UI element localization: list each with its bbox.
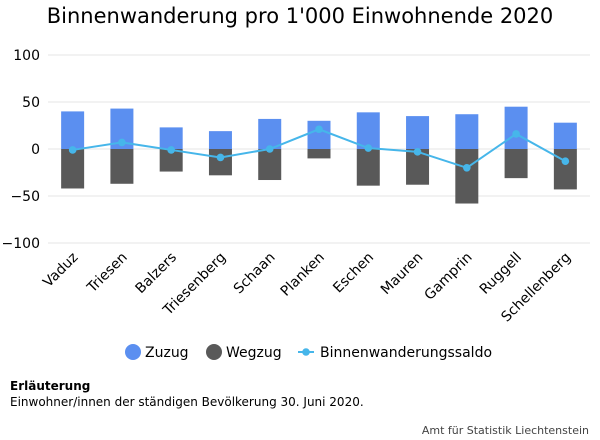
bar-wegzug-schellenberg[interactable] (553, 149, 577, 190)
x-tick-label: Balzers (133, 250, 180, 297)
legend-swatch (206, 344, 222, 360)
bar-wegzug-ruggell[interactable] (504, 149, 528, 179)
y-tick-label: 0 (31, 142, 40, 158)
bar-wegzug-mauren[interactable] (406, 149, 430, 185)
x-tick-label: Triesen (84, 250, 131, 297)
bar-zuzug-triesen[interactable] (110, 108, 134, 149)
legend-item-wegzug[interactable]: Wegzug (206, 344, 282, 361)
y-tick-label: −100 (2, 236, 40, 252)
bar-wegzug-planken[interactable] (307, 149, 331, 159)
saldo-point-triesen[interactable] (118, 138, 126, 147)
saldo-point-ruggell[interactable] (512, 130, 520, 138)
x-tick-label: Gamprin (422, 250, 476, 304)
bar-zuzug-schaan[interactable] (258, 118, 282, 149)
saldo-point-mauren[interactable] (413, 148, 422, 156)
note-title: Erläuterung (10, 379, 91, 393)
bar-wegzug-triesen[interactable] (110, 149, 134, 184)
y-axis-ticks: 100 50 0 −50 −100 (2, 48, 40, 252)
legend-label: Binnenwanderungssaldo (320, 345, 492, 361)
saldo-line (68, 125, 570, 172)
note-text: Einwohner/innen der ständigen Bevölkerun… (10, 395, 364, 409)
bar-zuzug-schellenberg[interactable] (553, 122, 577, 149)
x-tick-label: Vaduz (40, 250, 81, 291)
saldo-point-schaan[interactable] (265, 145, 274, 153)
saldo-point-gamprin[interactable] (463, 164, 471, 172)
saldo-point-schellenberg[interactable] (561, 157, 570, 166)
x-tick-label: Schaan (231, 250, 279, 298)
chart-title: Binnenwanderung pro 1'000 Einwohnende 20… (46, 4, 554, 28)
legend-swatch (125, 344, 141, 360)
bar-zuzug-triesenberg[interactable] (208, 131, 232, 149)
saldo-point-vaduz[interactable] (68, 146, 77, 154)
bar-zuzug-gamprin[interactable] (455, 114, 479, 149)
bars (61, 106, 577, 204)
bar-zuzug-ruggell[interactable] (504, 106, 528, 149)
saldo-point-balzers[interactable] (167, 146, 175, 154)
legend-label: Wegzug (226, 345, 282, 361)
bar-wegzug-gamprin[interactable] (455, 149, 479, 204)
y-tick-label: 100 (13, 48, 40, 64)
legend[interactable]: Zuzug Wegzug Binnenwanderungssaldo (125, 344, 492, 361)
legend-item-zuzug[interactable]: Zuzug (125, 344, 189, 361)
legend-label: Zuzug (145, 345, 189, 361)
y-tick-label: −50 (10, 189, 40, 205)
x-tick-label: Ruggell (477, 250, 525, 298)
saldo-point-triesenberg[interactable] (216, 153, 225, 162)
saldo-point-planken[interactable] (315, 125, 323, 134)
bar-zuzug-balzers[interactable] (159, 127, 183, 149)
chart: 100 50 0 −50 −100 Vaduz Triesen BalzersTriesen… (2, 48, 590, 361)
legend-item-binnenwanderungssaldo[interactable]: Binnenwanderungssaldo (298, 345, 492, 361)
x-tick-label: Mauren (378, 250, 426, 298)
bar-zuzug-planken[interactable] (307, 120, 331, 149)
bar-zuzug-mauren[interactable] (406, 116, 430, 149)
bar-wegzug-triesenberg[interactable] (208, 149, 232, 176)
x-tick-label: Planken (278, 250, 328, 300)
bar-zuzug-eschen[interactable] (356, 112, 380, 149)
bar-wegzug-eschen[interactable] (356, 149, 380, 186)
source-credit: Amt für Statistik Liechtenstein (421, 424, 589, 437)
legend-marker (302, 348, 310, 356)
saldo-point-eschen[interactable] (364, 144, 373, 152)
bar-zuzug-vaduz[interactable] (61, 111, 85, 149)
bar-wegzug-schaan[interactable] (258, 149, 282, 181)
bar-wegzug-balzers[interactable] (159, 149, 183, 172)
y-tick-label: 50 (22, 95, 40, 111)
x-tick-label: Eschen (330, 250, 377, 297)
bar-wegzug-vaduz[interactable] (61, 149, 85, 189)
